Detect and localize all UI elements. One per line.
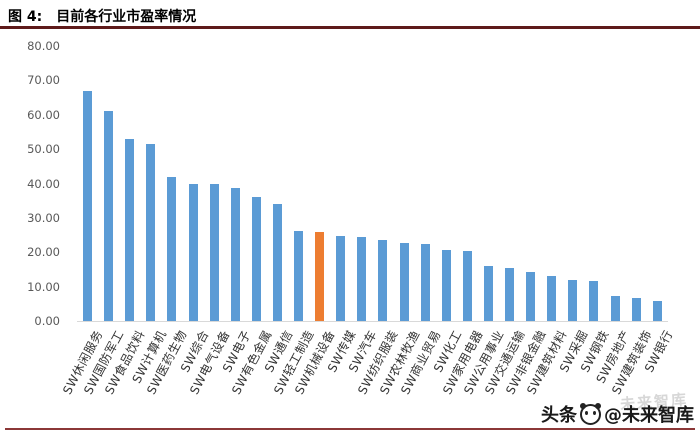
y-axis-tick-label: 0.00 (34, 314, 60, 328)
pe-bar (568, 279, 578, 321)
y-axis-tick-label: 70.00 (27, 73, 60, 88)
y-axis-tick-label: 60.00 (27, 107, 60, 122)
pe-bar (378, 239, 388, 321)
figure-number-label: 图 4: (8, 9, 43, 25)
pe-bar (251, 196, 261, 321)
figure-title: 图 4: 目前各行业市盈率情况 (8, 6, 196, 26)
pe-bar (230, 187, 240, 321)
pe-bar (336, 235, 346, 321)
pe-bar (462, 250, 472, 321)
y-axis-tick-label: 40.00 (27, 176, 60, 191)
pe-bar (610, 296, 620, 321)
pe-bar (167, 176, 177, 321)
pe-bar (547, 275, 557, 321)
pe-bar (83, 90, 93, 321)
pe-bar (505, 267, 515, 321)
pe-bar (589, 280, 599, 321)
title-divider-line (0, 26, 700, 29)
pe-bar (441, 249, 451, 321)
pe-bar (399, 243, 409, 321)
x-axis-line (77, 321, 668, 322)
pe-bar (104, 111, 114, 321)
y-axis-tick-label: 20.00 (27, 245, 60, 260)
y-axis-tick-label: 30.00 (27, 210, 60, 225)
panda-logo-icon (580, 402, 601, 425)
pe-bar (652, 300, 662, 321)
pe-ratio-bar-chart: 80.00 70.00 60.00 50.00 40.00 30.00 20.00 10.00… (0, 32, 700, 428)
y-axis-tick-label: 10.00 (27, 279, 60, 294)
pe-bar (188, 183, 198, 321)
pe-bar (146, 143, 156, 321)
pe-bar (420, 244, 430, 321)
pe-bar (209, 183, 219, 321)
y-axis-tick-label: 80.00 (27, 39, 60, 53)
pe-bar (125, 138, 135, 321)
pe-bar (294, 230, 304, 321)
pe-bar (526, 271, 536, 321)
highlighted-bar (315, 232, 325, 321)
watermark-prefix: 头条 (541, 405, 577, 426)
pe-bar (272, 204, 282, 321)
y-axis-tick-label: 50.00 (27, 142, 60, 157)
watermark-handle: @未来智库 (604, 405, 694, 426)
pe-bar (631, 297, 641, 321)
bottom-divider-line (5, 428, 695, 430)
source-watermark: 头条 @未来智库 (541, 401, 694, 427)
figure-title-text: 目前各行业市盈率情况 (56, 9, 197, 25)
pe-bar (357, 237, 367, 321)
pe-bar (483, 266, 493, 321)
